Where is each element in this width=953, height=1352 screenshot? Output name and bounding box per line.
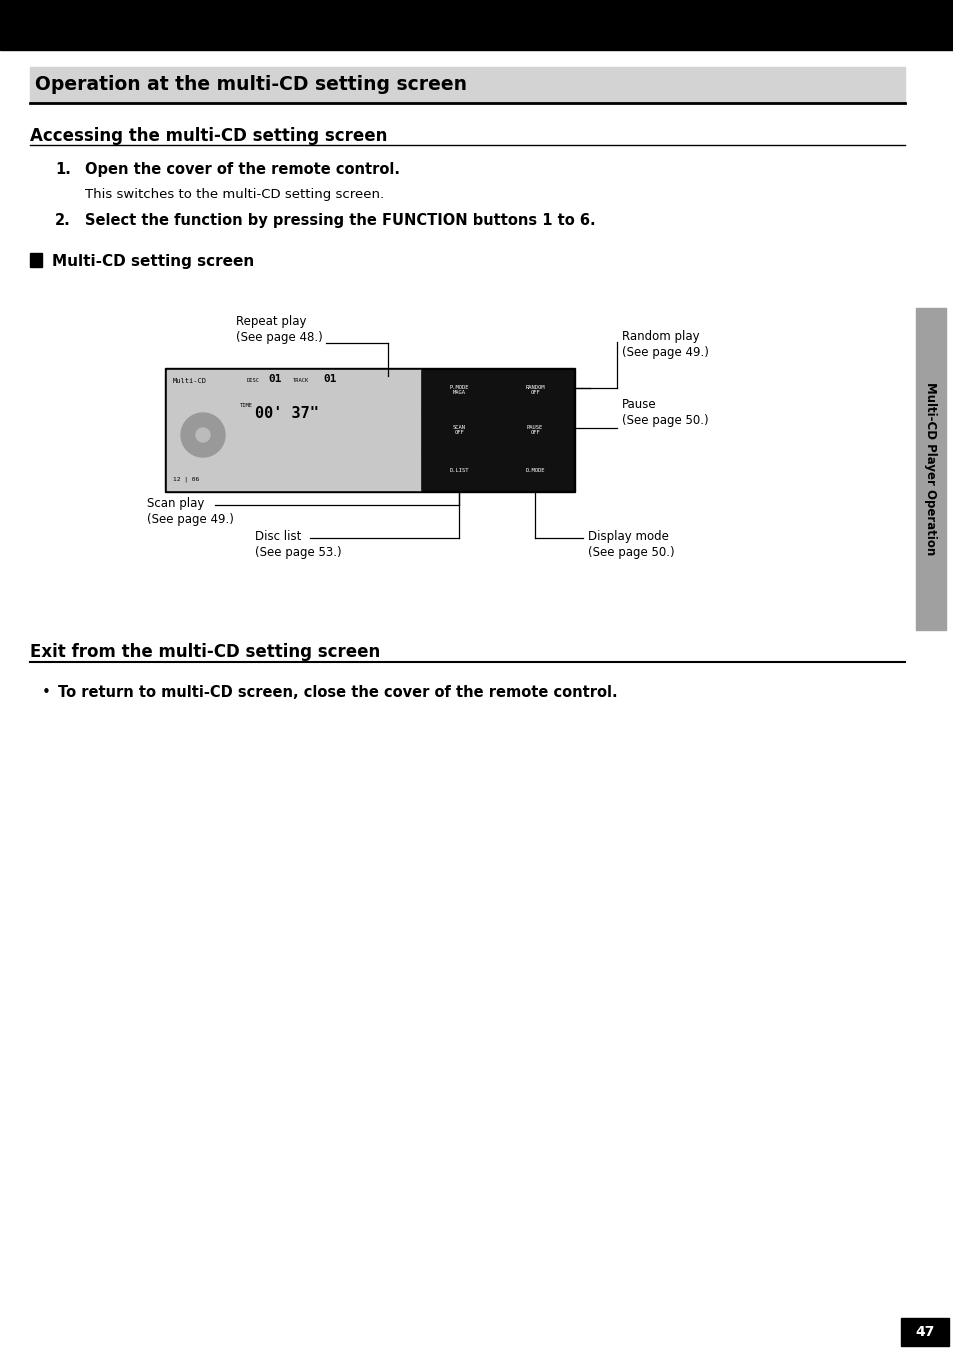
Text: D.LIST: D.LIST <box>449 468 469 472</box>
Bar <box>30 68 904 103</box>
Text: Display mode: Display mode <box>587 530 668 544</box>
Bar <box>165 368 575 492</box>
Text: P.MODE
MAGA: P.MODE MAGA <box>449 384 469 395</box>
Text: Multi-CD Player Operation: Multi-CD Player Operation <box>923 383 937 556</box>
Bar <box>497 410 573 450</box>
Text: This switches to the multi-CD setting screen.: This switches to the multi-CD setting sc… <box>85 188 384 201</box>
Text: Exit from the multi-CD setting screen: Exit from the multi-CD setting screen <box>30 644 380 661</box>
Circle shape <box>195 429 210 442</box>
Text: •: • <box>42 685 51 700</box>
Text: PAUSE
OFF: PAUSE OFF <box>526 425 542 435</box>
Text: 01: 01 <box>268 375 281 384</box>
Bar <box>497 370 573 410</box>
Text: 00' 37": 00' 37" <box>254 406 318 420</box>
Text: Scan play: Scan play <box>147 498 204 510</box>
Text: (See page 50.): (See page 50.) <box>587 546 674 558</box>
Text: DISC: DISC <box>247 379 260 383</box>
Bar <box>421 410 497 450</box>
Text: Accessing the multi-CD setting screen: Accessing the multi-CD setting screen <box>30 127 387 145</box>
Bar <box>915 308 945 630</box>
Text: (See page 50.): (See page 50.) <box>621 414 708 427</box>
Text: 01: 01 <box>323 375 336 384</box>
Bar <box>421 370 497 410</box>
Text: (See page 53.): (See page 53.) <box>254 546 341 558</box>
Text: D.MODE: D.MODE <box>525 468 544 472</box>
Text: 47: 47 <box>914 1325 934 1338</box>
Text: Multi-CD setting screen: Multi-CD setting screen <box>52 254 254 269</box>
Text: 1.: 1. <box>55 162 71 177</box>
Text: (See page 48.): (See page 48.) <box>235 331 322 343</box>
Bar <box>30 253 42 266</box>
Bar <box>0 0 953 50</box>
Text: Repeat play: Repeat play <box>235 315 306 329</box>
Text: Random play: Random play <box>621 330 699 343</box>
Text: To return to multi-CD screen, close the cover of the remote control.: To return to multi-CD screen, close the … <box>58 685 617 700</box>
Circle shape <box>181 412 225 457</box>
Text: Operation at the multi-CD setting screen: Operation at the multi-CD setting screen <box>35 76 467 95</box>
Text: TRACK: TRACK <box>293 379 309 383</box>
Text: TIME: TIME <box>240 403 253 408</box>
Bar <box>900 1318 948 1347</box>
Bar <box>421 450 497 489</box>
Text: Multi-CD: Multi-CD <box>172 379 207 384</box>
Text: SCAN
OFF: SCAN OFF <box>453 425 465 435</box>
Text: Disc list: Disc list <box>254 530 301 544</box>
Text: RANDOM
OFF: RANDOM OFF <box>525 384 544 395</box>
Bar <box>167 370 421 489</box>
Text: (See page 49.): (See page 49.) <box>621 346 708 360</box>
Text: Open the cover of the remote control.: Open the cover of the remote control. <box>85 162 399 177</box>
Text: Select the function by pressing the FUNCTION buttons 1 to 6.: Select the function by pressing the FUNC… <box>85 214 595 228</box>
Text: Pause: Pause <box>621 397 656 411</box>
Text: (See page 49.): (See page 49.) <box>147 512 233 526</box>
Text: 12 | 06: 12 | 06 <box>172 476 199 483</box>
Bar <box>497 450 573 489</box>
Text: 2.: 2. <box>55 214 71 228</box>
